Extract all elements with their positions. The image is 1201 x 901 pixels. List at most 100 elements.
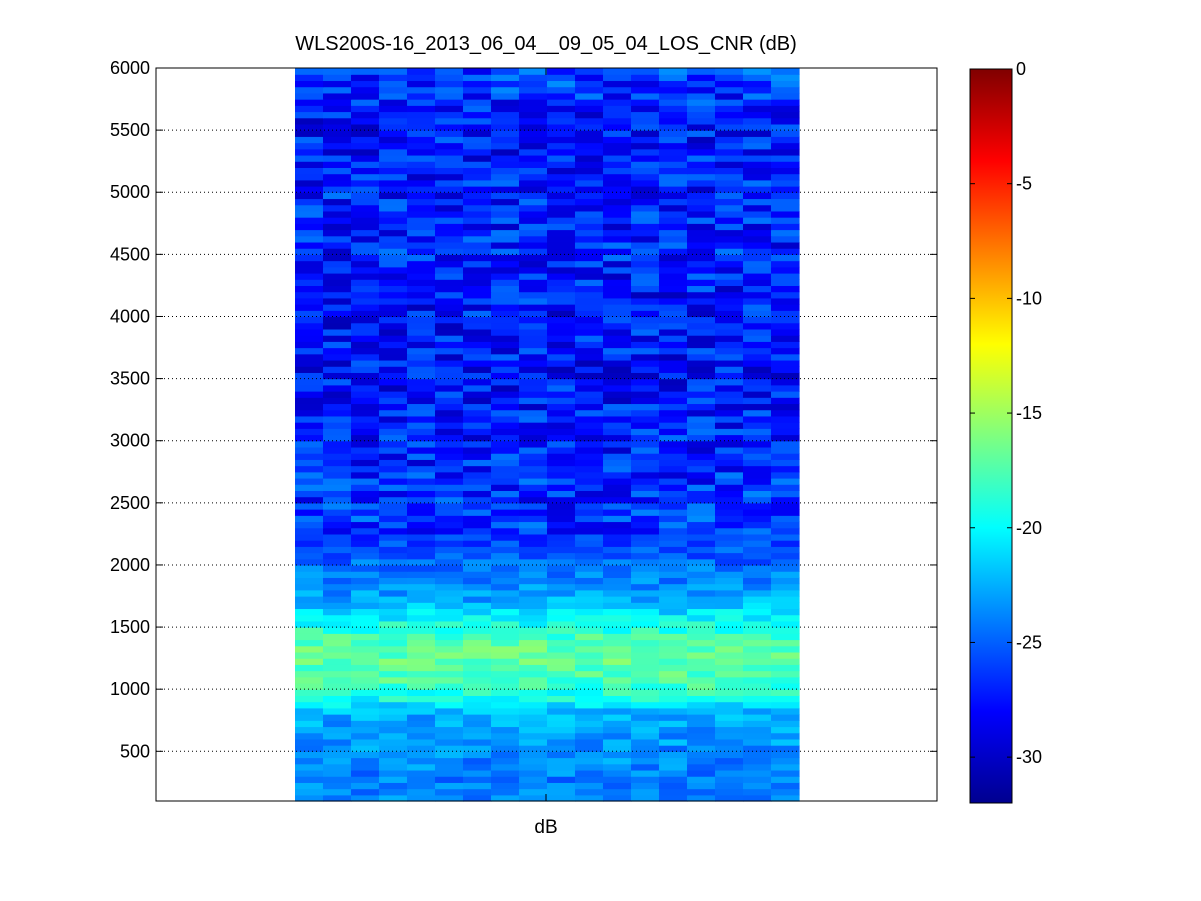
heatmap-cell (407, 540, 436, 547)
heatmap-cell (295, 509, 324, 516)
heatmap-cell (743, 235, 772, 243)
heatmap-cell (743, 173, 772, 181)
heatmap-cell (435, 571, 464, 578)
heatmap-cell (323, 409, 352, 417)
heatmap-cell (715, 558, 744, 566)
heatmap-cell (407, 167, 436, 175)
heatmap-cell (379, 341, 408, 349)
heatmap-cell (323, 111, 352, 119)
heatmap-cell (743, 322, 772, 330)
heatmap-cell (463, 204, 492, 212)
heatmap-cell (379, 179, 408, 187)
heatmap-cell (575, 726, 604, 734)
heatmap-cell (743, 732, 772, 740)
heatmap-cell (295, 602, 324, 610)
heatmap-cell (715, 285, 744, 293)
heatmap-cell (631, 583, 660, 591)
heatmap-cell (407, 409, 436, 417)
heatmap-cell (659, 353, 688, 361)
heatmap-cell (547, 248, 576, 255)
heatmap-cell (379, 651, 408, 659)
heatmap-cell (631, 210, 660, 218)
heatmap-cell (519, 192, 548, 200)
heatmap-cell (547, 111, 576, 119)
heatmap-cell (603, 701, 632, 709)
heatmap-cell (715, 726, 744, 734)
heatmap-cell (575, 68, 604, 75)
heatmap-cell (743, 558, 772, 566)
heatmap-cell (631, 577, 660, 585)
heatmap-cell (743, 602, 772, 610)
heatmap-cell (743, 397, 772, 405)
heatmap-cell (379, 459, 408, 467)
heatmap-cell (631, 359, 660, 367)
heatmap-cell (631, 285, 660, 293)
heatmap-cell (715, 335, 744, 342)
heatmap-cell (435, 173, 464, 181)
heatmap-cell (519, 422, 548, 429)
heatmap-cell (547, 521, 576, 529)
heatmap-cell (407, 583, 436, 591)
heatmap-cell (407, 291, 436, 299)
heatmap-cell (575, 384, 604, 392)
heatmap-cell (379, 136, 408, 144)
heatmap-cell (603, 732, 632, 740)
heatmap-cell (715, 297, 744, 305)
heatmap-cell (463, 422, 492, 429)
heatmap-cell (631, 415, 660, 423)
heatmap-cell (491, 763, 520, 771)
heatmap-cell (715, 490, 744, 498)
heatmap-cell (603, 546, 632, 554)
heatmap-cell (323, 117, 352, 125)
heatmap-cell (575, 403, 604, 411)
heatmap-cell (463, 341, 492, 349)
heatmap-cell (743, 490, 772, 498)
heatmap-cell (295, 707, 324, 715)
heatmap-cell (771, 403, 800, 411)
heatmap-cell (491, 583, 520, 591)
heatmap-cell (491, 304, 520, 311)
heatmap-cell (379, 248, 408, 255)
heatmap-cell (491, 148, 520, 156)
heatmap-cell (659, 738, 688, 746)
heatmap-cell (715, 720, 744, 728)
heatmap-cell (351, 477, 380, 485)
heatmap-cell (491, 347, 520, 355)
heatmap-cell (603, 316, 632, 324)
heatmap-cell (323, 415, 352, 423)
heatmap-cell (351, 167, 380, 175)
heatmap-cell (407, 521, 436, 529)
heatmap-cell (351, 602, 380, 610)
heatmap-cell (519, 409, 548, 417)
heatmap-cell (491, 651, 520, 659)
heatmap-cell (659, 471, 688, 479)
heatmap-cell (743, 310, 772, 318)
heatmap-cell (519, 99, 548, 106)
heatmap-cell (659, 192, 688, 200)
heatmap-cell (407, 161, 436, 168)
heatmap-cell (407, 670, 436, 678)
heatmap-cell (295, 658, 324, 665)
heatmap-cell (603, 633, 632, 641)
heatmap-cell (463, 695, 492, 703)
heatmap-cell (519, 596, 548, 603)
heatmap-cell (323, 695, 352, 703)
heatmap-cell (323, 689, 352, 696)
heatmap-cell (407, 689, 436, 696)
heatmap-cell (547, 701, 576, 709)
heatmap-cell (323, 341, 352, 349)
heatmap-cell (631, 726, 660, 734)
heatmap-cell (603, 105, 632, 113)
heatmap-cell (687, 453, 716, 460)
heatmap-cell (463, 651, 492, 659)
heatmap-cell (351, 446, 380, 454)
heatmap-cell (379, 732, 408, 740)
heatmap-cell (743, 745, 772, 752)
heatmap-cell (323, 353, 352, 361)
heatmap-cell (351, 154, 380, 162)
heatmap-cell (379, 658, 408, 665)
heatmap-cell (575, 490, 604, 498)
heatmap-cell (491, 602, 520, 610)
heatmap-cell (295, 136, 324, 144)
heatmap-cell (547, 142, 576, 150)
